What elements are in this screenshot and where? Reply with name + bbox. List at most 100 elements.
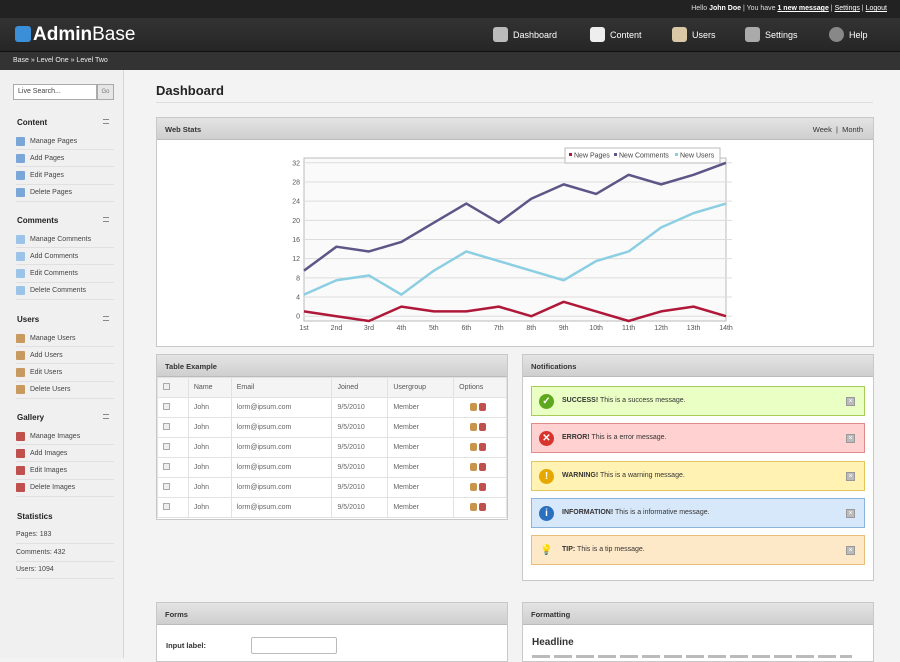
sidebar-section-gallery[interactable]: Gallery	[17, 413, 115, 422]
checkbox[interactable]	[163, 383, 170, 390]
sidebar-section-content[interactable]: Content	[17, 118, 115, 127]
user-icon	[672, 27, 687, 42]
message-label: SUCCESS!	[562, 397, 599, 404]
delete-user-icon[interactable]	[479, 402, 487, 411]
close-icon[interactable]: ×	[846, 397, 855, 406]
sidebar-item-manage-users[interactable]: Manage Users	[16, 330, 114, 347]
week-link[interactable]: Week	[812, 125, 832, 134]
y-tick-label: 12	[292, 256, 300, 263]
sidebar-section-comments[interactable]: Comments	[17, 216, 115, 225]
close-icon[interactable]: ×	[846, 471, 855, 481]
item-label: Add Users	[30, 351, 63, 359]
panel-header: Formatting	[523, 603, 873, 625]
search-input[interactable]: Live Search...	[13, 84, 97, 100]
sidebar-item-manage-comments[interactable]: Manage Comments	[16, 231, 114, 248]
checkbox[interactable]	[163, 483, 170, 490]
table-cell: John	[187, 437, 232, 458]
sidebar-item-edit-users[interactable]: Edit Users	[16, 365, 114, 382]
sidebar-item-edit-images[interactable]: Edit Images	[16, 463, 114, 480]
stat-item: Comments: 432	[16, 545, 114, 562]
toggle-icon[interactable]	[103, 414, 109, 419]
sidebar-item-edit-comments[interactable]: Edit Comments	[16, 266, 114, 283]
sidebar-item-add-users[interactable]: Add Users	[16, 347, 114, 365]
item-label: Manage Users	[30, 334, 76, 342]
row-select[interactable]	[157, 477, 189, 498]
delete-user-icon[interactable]	[479, 462, 487, 471]
row-select[interactable]	[157, 497, 189, 518]
table-cell: John	[187, 477, 232, 498]
edit-user-icon[interactable]	[470, 502, 478, 511]
toggle-icon[interactable]	[103, 119, 109, 124]
delete-user-icon[interactable]	[479, 422, 487, 431]
nav-help[interactable]: Help	[829, 27, 868, 42]
warning-message: ! WARNING! This is a warning message. ×	[531, 460, 865, 491]
delete-user-icon[interactable]	[479, 442, 487, 451]
messages-link[interactable]: 1 new message	[777, 5, 829, 12]
sidebar-item-manage-pages[interactable]: Manage Pages	[16, 133, 114, 150]
sidebar-item-delete-pages[interactable]: Delete Pages	[16, 185, 114, 202]
edit-user-icon[interactable]	[470, 462, 478, 471]
nav-dashboard[interactable]: Dashboard	[493, 27, 557, 42]
item-label: Edit Images	[30, 467, 67, 475]
sidebar-item-add-comments[interactable]: Add Comments	[16, 248, 114, 266]
sidebar-item-manage-images[interactable]: Manage Images	[16, 428, 114, 445]
edit-user-icon[interactable]	[470, 482, 478, 491]
sidebar-item-add-images[interactable]: Add Images	[16, 445, 114, 463]
y-tick-label: 24	[292, 199, 300, 206]
series-line-new-pages	[303, 300, 727, 323]
close-icon[interactable]: ×	[846, 434, 855, 444]
row-select[interactable]	[157, 397, 189, 418]
sidebar-item-delete-users[interactable]: Delete Users	[16, 382, 114, 399]
delete-user-icon[interactable]	[479, 482, 487, 491]
x-tick-label: 13th	[687, 325, 701, 332]
y-tick-label: 0	[296, 314, 300, 321]
row-select[interactable]	[157, 437, 189, 458]
message-text: This is a informative message.	[613, 508, 710, 516]
checkbox[interactable]	[163, 423, 170, 430]
select-all[interactable]	[157, 377, 189, 398]
row-select[interactable]	[157, 457, 189, 478]
checkbox[interactable]	[163, 403, 170, 410]
checkbox[interactable]	[163, 443, 170, 450]
sidebar-item-delete-images[interactable]: Delete Images	[16, 480, 114, 497]
row-select[interactable]	[157, 417, 189, 438]
options-cell	[453, 497, 507, 518]
options-cell	[453, 457, 507, 478]
nav-content[interactable]: Content	[590, 27, 642, 42]
item-label: Delete Users	[30, 386, 71, 394]
column-header[interactable]: Email	[230, 377, 333, 398]
delete-user-icon[interactable]	[479, 502, 487, 511]
settings-link[interactable]: Settings	[834, 5, 860, 12]
forms-panel: Forms Input label:	[156, 602, 508, 662]
sidebar-item-delete-comments[interactable]: Delete Comments	[16, 283, 114, 300]
users-icon	[16, 368, 25, 378]
logout-link[interactable]: Logout	[865, 5, 887, 12]
x-tick-label: 5th	[429, 325, 439, 332]
column-header[interactable]: Usergroup	[387, 377, 455, 398]
go-button[interactable]: Go	[97, 84, 114, 100]
panel-header: Table Example	[157, 355, 507, 377]
table-row: John lorm@ipsum.com 9/5/2010 Member	[157, 497, 507, 518]
nav-users[interactable]: Users	[672, 27, 716, 42]
legend-label: New Users	[680, 153, 715, 160]
checkbox[interactable]	[163, 463, 170, 470]
column-header[interactable]: Name	[187, 377, 232, 398]
close-icon[interactable]: ×	[846, 508, 855, 518]
logo[interactable]: AdminBase	[15, 24, 135, 46]
month-link[interactable]: Month	[842, 125, 863, 134]
nav-settings[interactable]: Settings	[745, 27, 798, 42]
text-input[interactable]	[251, 637, 337, 654]
toggle-icon[interactable]	[103, 217, 109, 222]
column-header[interactable]: Joined	[331, 377, 389, 398]
edit-user-icon[interactable]	[470, 422, 478, 431]
item-label: Edit Pages	[30, 172, 64, 180]
toggle-icon[interactable]	[103, 316, 109, 321]
close-icon[interactable]: ×	[846, 546, 855, 556]
sidebar-item-edit-pages[interactable]: Edit Pages	[16, 168, 114, 185]
edit-user-icon[interactable]	[470, 442, 478, 451]
column-header[interactable]: Options	[453, 377, 507, 398]
checkbox[interactable]	[163, 503, 170, 510]
sidebar-section-users[interactable]: Users	[17, 315, 115, 324]
edit-user-icon[interactable]	[470, 402, 478, 411]
sidebar-item-add-pages[interactable]: Add Pages	[16, 150, 114, 168]
